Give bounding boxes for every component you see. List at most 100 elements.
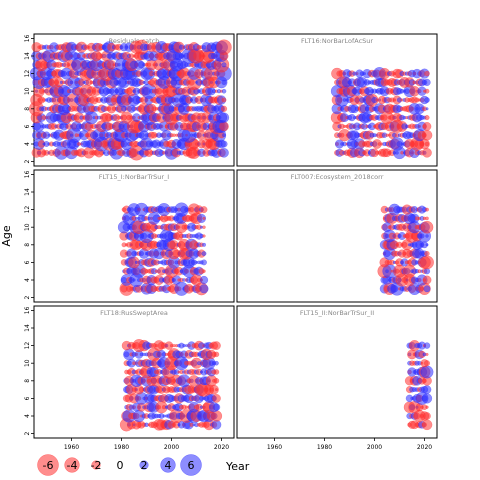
bubble: [214, 388, 218, 392]
bubble: [424, 115, 430, 121]
bubble: [202, 234, 206, 238]
bubble: [424, 251, 430, 257]
bubble: [425, 234, 429, 238]
y-tick-label: 10: [24, 223, 31, 231]
y-tick-label: 8: [24, 379, 31, 383]
panel-title: FLT15_II:NorBarTrSur_II: [300, 309, 374, 317]
x-tick-label: 1960: [267, 444, 282, 451]
bubble: [425, 216, 429, 221]
bubble: [213, 351, 220, 358]
bubble: [423, 78, 431, 87]
x-tick-label: 1980: [317, 444, 332, 451]
bubble: [422, 147, 432, 158]
bubble: [425, 207, 429, 212]
bubble: [219, 147, 229, 158]
legend-label: -6: [43, 459, 54, 472]
legend-label: -4: [67, 459, 78, 472]
x-tick-label: 2020: [214, 444, 229, 451]
bubble: [220, 140, 228, 148]
bubble: [212, 403, 221, 411]
bubble: [200, 206, 208, 214]
y-tick-label: 4: [24, 414, 31, 418]
bubble: [421, 393, 433, 404]
bubble: [202, 269, 206, 273]
legend-label: 2: [141, 459, 148, 472]
y-tick-label: 12: [24, 342, 31, 350]
y-tick-label: 10: [24, 87, 31, 95]
panel-title: FLT18:RusSweptArea: [100, 309, 168, 317]
bubble: [425, 352, 429, 356]
y-tick-label: 14: [24, 188, 31, 196]
bubble: [214, 360, 219, 366]
bubble: [216, 39, 232, 55]
legend-bubble: [160, 457, 176, 473]
bubble: [423, 342, 431, 349]
legend-label: -2: [91, 459, 102, 472]
bubble: [221, 97, 227, 103]
legend-label: 4: [165, 459, 172, 472]
legend: -6 -4 -2 0 2 4 6: [37, 454, 202, 476]
bubble: [425, 405, 429, 409]
legend-label: 6: [188, 459, 195, 472]
panel-title: FLT16:NorBarLofAcSur: [301, 37, 373, 45]
y-tick-label: 16: [24, 34, 31, 42]
y-tick-label: 12: [24, 206, 31, 214]
bubble: [424, 70, 430, 77]
bubble: [390, 269, 394, 273]
bubble: [221, 62, 227, 68]
y-tick-label: 16: [24, 306, 31, 314]
bubble: [422, 385, 432, 394]
bubble-group: [377, 203, 434, 296]
y-tick-label: 10: [24, 359, 31, 367]
bubble: [424, 141, 430, 147]
x-tick-label: 2000: [164, 444, 179, 451]
y-tick-label: 8: [24, 243, 31, 247]
bubble: [219, 121, 229, 132]
bubble: [210, 410, 223, 422]
bubble: [385, 133, 389, 137]
bubble: [421, 419, 433, 431]
y-tick-label: 8: [24, 107, 31, 111]
bubble: [425, 243, 429, 247]
bubble: [201, 251, 207, 257]
panel-title: FLT007:Ecosystem_2018corr: [291, 173, 384, 181]
legend-label: 0: [117, 459, 124, 472]
bubble: [213, 369, 220, 375]
bubble: [421, 129, 433, 141]
y-tick-label: 14: [24, 52, 31, 60]
legend-bubble: [91, 460, 101, 470]
bubble: [420, 365, 434, 379]
bubble: [212, 394, 221, 403]
x-tick-label: 2000: [367, 444, 382, 451]
y-tick-label: 6: [24, 396, 31, 400]
bubble: [422, 275, 432, 285]
bubble: [202, 216, 206, 220]
bubble: [424, 97, 430, 103]
panel: FLT007:Ecosystem_2018corr: [236, 169, 438, 303]
y-tick-label: 14: [24, 324, 31, 332]
y-tick-label: 4: [24, 142, 31, 146]
x-tick-label: 1960: [64, 444, 79, 451]
legend-bubble: [64, 457, 80, 473]
panel-title: FLT15_I:NorBarTrSur_I: [99, 173, 170, 181]
y-tick-label: 2: [24, 160, 31, 164]
panel: FLT18:RusSweptArea 2 4 6 8 10 12 14 16 1960 1980 20…: [24, 305, 235, 451]
panel-title: Residuals catch: [109, 37, 160, 45]
bubble: [201, 242, 206, 247]
y-tick-label: 16: [24, 170, 31, 178]
bubble: [221, 88, 227, 94]
legend-title: Year: [225, 460, 250, 473]
panel: FLT16:NorBarLofAcSur: [236, 33, 438, 167]
bubble: [423, 285, 431, 293]
bubble: [199, 275, 209, 285]
panel-frame: [236, 305, 438, 439]
legend-bubble: [180, 454, 202, 476]
bubble: [196, 213, 206, 223]
x-tick-label: 2020: [417, 444, 432, 451]
panel: Residuals catch 2 4 6 8 10 12 14 16: [24, 33, 235, 167]
x-tick-label: 1980: [114, 444, 129, 451]
bubble: [212, 341, 221, 350]
y-tick-label: 12: [24, 70, 31, 78]
bubble: [199, 284, 209, 294]
